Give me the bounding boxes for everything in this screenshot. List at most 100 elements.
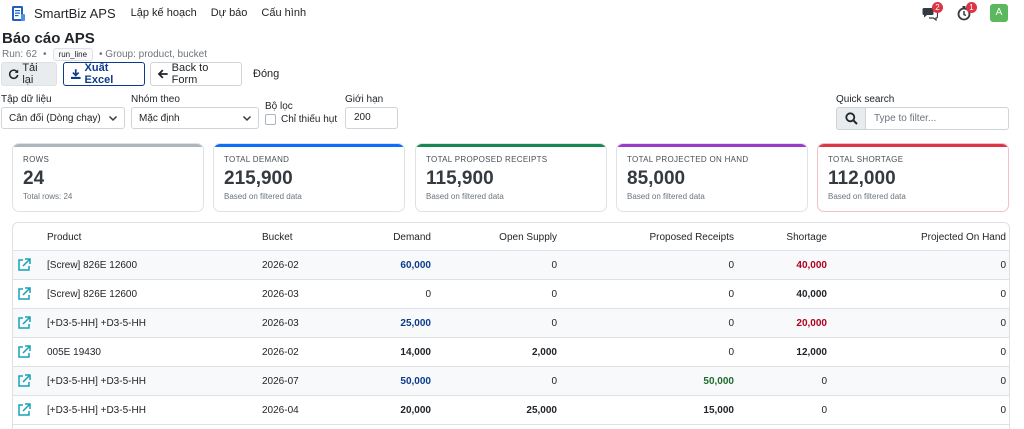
cell-proposed-receipts: 15,000 xyxy=(703,405,734,416)
cell-bucket: 2026-02 xyxy=(262,347,299,358)
card-label: ROWS xyxy=(23,155,50,164)
cell-product: [Screw] 826E 12600 xyxy=(47,260,138,271)
reload-button[interactable]: Tải lại xyxy=(1,62,57,86)
open-external-icon[interactable] xyxy=(17,287,31,301)
search-input[interactable]: Type to filter... xyxy=(865,107,1009,130)
back-to-form-label: Back to Form xyxy=(171,62,209,86)
brand[interactable]: SmartBiz APS xyxy=(11,5,116,22)
toolbar: Tải lại Xuất Excel Back to Form Đóng xyxy=(1,62,285,86)
open-external-icon[interactable] xyxy=(17,316,31,330)
report-table: Product Bucket Demand Open Supply Propos… xyxy=(12,222,1010,429)
page-title: Báo cáo APS xyxy=(2,30,95,47)
user-avatar[interactable]: A xyxy=(990,4,1008,22)
search-button[interactable] xyxy=(836,107,865,130)
export-excel-button[interactable]: Xuất Excel xyxy=(63,62,145,86)
cell-projected-on-hand: 0 xyxy=(1000,405,1006,416)
open-external-icon[interactable] xyxy=(17,374,31,388)
limit-input[interactable]: 200 xyxy=(345,107,398,129)
cell-shortage: 20,000 xyxy=(796,318,827,329)
cell-shortage: 12,000 xyxy=(796,347,827,358)
chevron-down-icon xyxy=(108,115,118,122)
export-excel-label: Xuất Excel xyxy=(84,62,114,86)
close-button[interactable]: Đóng xyxy=(247,62,285,86)
column-header-bucket[interactable]: Bucket xyxy=(262,232,293,243)
shortage-only-checkbox[interactable] xyxy=(265,114,276,125)
card-subtext: Based on filtered data xyxy=(627,192,705,201)
shortage-only-toggle[interactable]: Chỉ thiếu hụt xyxy=(265,114,337,125)
filter-label: Bộ lọc xyxy=(265,101,293,112)
card-label: TOTAL PROPOSED RECEIPTS xyxy=(426,155,548,164)
table-header: Product Bucket Demand Open Supply Propos… xyxy=(13,223,1009,251)
stopwatch-icon xyxy=(957,6,971,21)
brand-name: SmartBiz APS xyxy=(34,5,116,21)
dataset-label: Tập dữ liệu xyxy=(1,94,52,105)
table-row[interactable]: [+D3-5-HH] +D3-5-HH 2026-07 50,000 0 50,… xyxy=(13,367,1009,396)
cell-demand: 60,000 xyxy=(400,260,431,271)
search-icon xyxy=(844,112,858,125)
nav-link-planning[interactable]: Lập kế hoạch xyxy=(130,7,197,19)
cell-open-supply: 0 xyxy=(551,260,557,271)
chat-notifications[interactable]: 2 xyxy=(922,2,943,23)
summary-card-total-shortage: TOTAL SHORTAGE 112,000 Based on filtered… xyxy=(817,143,1009,212)
group-by-label: Nhóm theo xyxy=(131,94,180,105)
cell-bucket: 2026-07 xyxy=(262,376,299,387)
column-header-shortage[interactable]: Shortage xyxy=(786,232,827,243)
cell-product: [Screw] 826E 12600 xyxy=(47,289,138,300)
column-header-product[interactable]: Product xyxy=(47,232,82,243)
cell-projected-on-hand: 0 xyxy=(1000,347,1006,358)
quick-search: Type to filter... xyxy=(836,107,1009,130)
cell-open-supply: 0 xyxy=(551,289,557,300)
nav-link-config[interactable]: Cấu hình xyxy=(261,7,307,19)
column-header-proposed-receipts[interactable]: Proposed Receipts xyxy=(649,232,735,243)
card-value: 24 xyxy=(23,168,45,189)
cell-proposed-receipts: 50,000 xyxy=(703,376,734,387)
shortage-only-label: Chỉ thiếu hụt xyxy=(281,114,338,125)
summary-card-projected-on-hand: TOTAL PROJECTED ON HAND 85,000 Based on … xyxy=(616,143,808,212)
cell-bucket: 2026-03 xyxy=(262,318,299,329)
open-external-icon[interactable] xyxy=(17,403,31,417)
timer-notifications[interactable]: 1 xyxy=(956,2,977,23)
summary-card-proposed-receipts: TOTAL PROPOSED RECEIPTS 115,900 Based on… xyxy=(415,143,607,212)
cell-shortage: 40,000 xyxy=(796,289,827,300)
cell-product: [+D3-5-HH] +D3-5-HH xyxy=(47,405,146,416)
card-label: TOTAL DEMAND xyxy=(224,155,290,164)
summary-card-rows: ROWS 24 Total rows: 24 xyxy=(12,143,204,212)
card-value: 215,900 xyxy=(224,168,293,189)
cell-demand: 20,000 xyxy=(400,405,431,416)
card-label: TOTAL SHORTAGE xyxy=(828,155,904,164)
column-header-demand[interactable]: Demand xyxy=(393,232,431,243)
dataset-select-value: Cân đối (Dòng chạy) xyxy=(9,112,101,124)
summary-card-total-demand: TOTAL DEMAND 215,900 Based on filtered d… xyxy=(213,143,405,212)
dataset-select[interactable]: Cân đối (Dòng chạy) xyxy=(1,107,125,129)
card-value: 85,000 xyxy=(627,168,686,189)
group-by-select[interactable]: Mặc định xyxy=(131,107,259,129)
arrow-left-icon xyxy=(157,69,168,79)
cell-projected-on-hand: 0 xyxy=(1000,289,1006,300)
table-row[interactable]: 005E 19430 2026-02 14,000 2,000 0 12,000… xyxy=(13,338,1009,367)
card-value: 112,000 xyxy=(828,168,896,189)
cell-open-supply: 0 xyxy=(551,318,557,329)
card-accent-bar xyxy=(416,144,606,147)
back-to-form-button[interactable]: Back to Form xyxy=(150,62,242,86)
column-header-open-supply[interactable]: Open Supply xyxy=(499,232,557,243)
open-external-icon[interactable] xyxy=(17,258,31,272)
column-header-projected-on-hand[interactable]: Projected On Hand xyxy=(920,232,1006,243)
card-accent-bar xyxy=(214,144,404,147)
cell-proposed-receipts: 0 xyxy=(728,347,734,358)
table-row[interactable]: [Screw] 826E 12600 2026-02 60,000 0 0 40… xyxy=(13,251,1009,280)
nav-link-forecast[interactable]: Dự báo xyxy=(210,7,248,19)
table-row[interactable]: [Screw] 826E 12600 2026-03 0 0 0 40,000 … xyxy=(13,280,1009,309)
cell-shortage: 40,000 xyxy=(796,260,827,271)
card-accent-bar xyxy=(818,144,1008,147)
run-separator: • xyxy=(43,49,47,60)
cell-demand: 25,000 xyxy=(400,318,431,329)
cell-shortage: 0 xyxy=(821,376,827,387)
cell-open-supply: 25,000 xyxy=(526,405,557,416)
download-icon xyxy=(70,69,81,79)
table-row[interactable]: [+D3-5-HH] +D3-5-HH 2026-04 20,000 25,00… xyxy=(13,396,1009,425)
cell-projected-on-hand: 0 xyxy=(1000,376,1006,387)
cell-product: [+D3-5-HH] +D3-5-HH xyxy=(47,376,146,387)
open-external-icon[interactable] xyxy=(17,345,31,359)
card-accent-bar xyxy=(13,144,203,147)
table-row[interactable]: [+D3-5-HH] +D3-5-HH 2026-03 25,000 0 0 2… xyxy=(13,309,1009,338)
